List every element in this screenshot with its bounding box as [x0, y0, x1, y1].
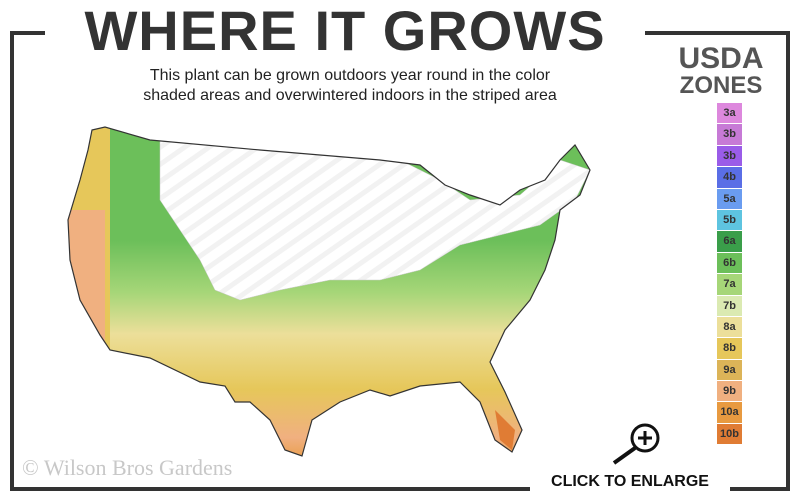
legend-zone-10b: 10b [717, 423, 742, 446]
subtitle: This plant can be grown outdoors year ro… [80, 66, 620, 106]
legend-zone-8b: 8b [717, 338, 742, 360]
subtitle-line: This plant can be grown outdoors year ro… [149, 67, 551, 84]
legend-zone-6a: 6a [717, 231, 742, 253]
copyright: © Wilson Bros Gardens [22, 455, 233, 480]
zone-legend: 3a 3b 3b 4b 5a 5b 6a 6b 7a 7b 8a 8b 9a 9b 10a 10b [717, 103, 742, 446]
legend-zone-4b: 4b [717, 167, 742, 189]
legend-title-usda: USDA [678, 42, 764, 75]
legend-zone-6b: 6b [717, 252, 742, 275]
click-to-enlarge-button[interactable]: CLICK TO ENLARGE [530, 466, 730, 500]
us-outline [67, 126, 591, 457]
legend-zone-10a: 10a [717, 402, 742, 424]
legend-title-zones: ZONES [679, 72, 763, 99]
legend-zone-5b: 5b [717, 209, 742, 232]
subtitle-line: shaded areas and overwintered indoors in… [143, 87, 557, 104]
legend-zone-8a: 8a [717, 316, 742, 339]
page-title: WHERE IT GROWS [45, 0, 645, 62]
legend-zone-3b: 3b [717, 145, 742, 168]
california-zone [68, 210, 105, 360]
legend-zone-5a: 5a [717, 188, 742, 210]
legend-title: USDA ZONES [660, 44, 782, 98]
legend-zone-3a: 3a [717, 103, 742, 125]
legend-zone-3b: 3b [717, 124, 742, 146]
legend-zone-9a: 9a [717, 359, 742, 382]
legend-zone-7b: 7b [717, 295, 742, 317]
legend-zone-7a: 7a [717, 274, 742, 296]
magnifier-plus-icon[interactable] [608, 421, 664, 465]
legend-zone-9b: 9b [717, 381, 742, 403]
florida-tip-zone [495, 410, 515, 450]
